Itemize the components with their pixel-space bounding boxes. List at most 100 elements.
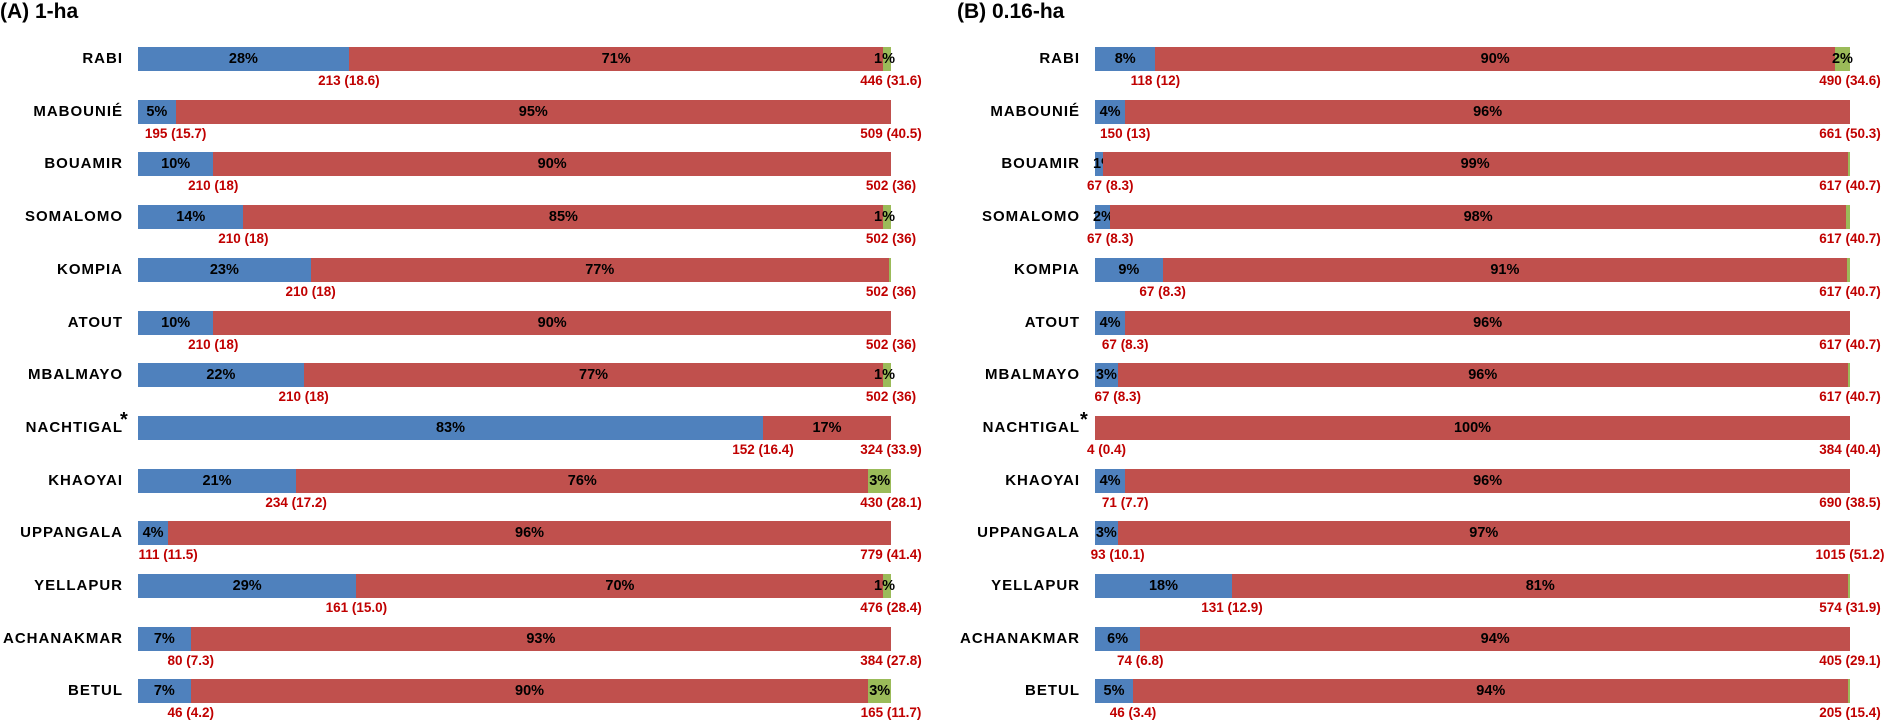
annotation-end-b-10: 574 (31.9) [1819,600,1881,615]
bar-segment-b-6-1 [1117,363,1848,387]
category-mark-b-7: * [1080,409,1088,431]
bar-segment-b-3-2 [1846,205,1850,229]
panel-b: (B) 0.16-ha RABI 8% 90% 2% 118 (12) 490 (34.6… [950,0,1900,723]
bar-segment-b-4-1 [1162,258,1847,282]
bar-label-b-10-1: 81% [1525,578,1555,594]
bar-b-10: 18% 81% [1095,574,1850,598]
bar-segment-a-7-0 [138,416,763,440]
bar-segment-a-7-1 [762,416,891,440]
annotation-mid-a-11: 80 (7.3) [167,653,214,668]
bar-segment-b-12-0 [1095,679,1134,703]
bar-segment-a-8-0 [138,469,297,493]
bar-segment-b-3-1 [1110,205,1847,229]
bar-label-b-2-1: 99% [1460,156,1490,172]
bar-segment-a-3-0 [138,205,244,229]
annotation-end-a-4: 502 (36) [865,284,917,299]
bar-segment-b-8-1 [1125,469,1850,493]
annotation-end-b-1: 661 (50.3) [1819,126,1881,141]
bar-label-a-2-0: 10% [161,156,191,172]
bar-label-a-10-2: 1% [874,578,895,594]
bar-label-b-5-1: 96% [1473,315,1503,331]
bar-segment-b-12-2 [1848,679,1850,703]
annotation-mid-b-8: 71 (7.7) [1101,495,1149,510]
site-label-b-3: SOMALOMO [982,208,1080,225]
annotation-mid-a-4: 210 (18) [285,284,336,299]
bar-segment-b-10-1 [1231,574,1849,598]
annotation-end-b-5: 617 (40.7) [1819,337,1881,352]
bar-label-a-5-1: 90% [537,315,567,331]
bar-segment-b-8-0 [1095,469,1126,493]
bar-segment-a-3-1 [243,205,884,229]
bar-label-a-3-1: 85% [548,209,578,225]
bar-segment-a-11-0 [138,627,191,651]
annotation-mid-b-2: 67 (8.3) [1087,178,1134,193]
bar-segment-a-4-2 [888,258,891,282]
bar-label-b-1-0: 4% [1099,104,1121,120]
bar-segment-b-12-1 [1133,679,1849,703]
bar-segment-b-5-0 [1095,311,1126,335]
bar-b-11: 6% 94% [1095,627,1850,651]
annotation-mid-b-9: 93 (10.1) [1090,547,1145,562]
bar-label-a-1-0: 5% [146,104,168,120]
bar-segment-b-3-0 [1095,205,1111,229]
annotation-end-a-2: 502 (36) [865,178,917,193]
annotation-end-a-0: 446 (31.6) [860,73,922,88]
bar-b-0: 8% 90% 2% [1095,47,1853,71]
site-label-a-2: BOUAMIR [44,155,123,172]
bar-segment-a-2-1 [213,152,891,176]
annotation-mid-a-6: 210 (18) [278,389,329,404]
bar-a-2: 10% 90% [138,152,891,176]
bar-label-a-11-0: 7% [153,631,175,647]
bar-label-b-5-0: 4% [1099,315,1121,331]
site-label-a-10: YELLAPUR [34,577,123,594]
annotation-end-a-6: 502 (36) [865,389,917,404]
annotation-mid-b-12: 46 (3.4) [1109,705,1157,720]
annotation-end-b-0: 490 (34.6) [1819,73,1881,88]
annotation-end-b-6: 617 (40.7) [1819,389,1881,404]
bar-segment-a-11-1 [190,627,891,651]
bar-label-b-10-0: 18% [1148,578,1178,594]
bar-segment-b-1-1 [1125,100,1850,124]
annotation-end-b-12: 205 (15.4) [1819,705,1881,720]
bar-label-a-8-0: 21% [202,473,232,489]
bar-label-b-8-0: 4% [1099,473,1121,489]
site-label-b-5: ATOUT [1024,314,1080,331]
bar-segment-b-6-2 [1847,363,1850,387]
bar-segment-b-5-1 [1125,311,1850,335]
bar-label-a-4-0: 23% [209,262,239,278]
site-label-b-7: NACHTIGAL [982,419,1080,436]
bar-label-a-0-2: 1% [874,51,895,67]
bar-label-b-8-1: 96% [1473,473,1503,489]
site-label-b-1: MABOUNIÉ [990,103,1080,120]
bar-label-a-4-1: 77% [585,262,615,278]
annotation-mid-b-7: 4 (0.4) [1087,442,1127,457]
bar-a-11: 7% 93% [138,627,891,651]
bar-segment-a-4-1 [310,258,889,282]
annotation-end-b-2: 617 (40.7) [1819,178,1881,193]
bar-label-a-6-1: 77% [579,367,609,383]
annotation-mid-b-3: 67 (8.3) [1087,231,1134,246]
annotation-mid-b-6: 67 (8.3) [1094,389,1142,404]
bar-b-6: 3% 96% [1095,363,1850,387]
bar-label-a-3-2: 1% [874,209,895,225]
annotation-end-a-5: 502 (36) [865,337,917,352]
category-mark-a-7: * [120,409,128,431]
annotation-mid-b-11: 74 (6.8) [1117,653,1164,668]
bar-label-a-12-0: 7% [153,683,175,699]
panel-a-title: (A) 1-ha [0,0,79,23]
site-label-a-3: SOMALOMO [25,208,123,225]
annotation-mid-a-10: 161 (15.0) [325,600,388,615]
bar-segment-b-1-0 [1095,100,1126,124]
bar-label-a-10-1: 70% [605,578,635,594]
bar-label-b-6-1: 96% [1468,367,1498,383]
bar-b-9: 3% 97% [1095,521,1850,545]
site-label-b-12: BETUL [1025,682,1080,699]
site-label-a-11: ACHANAKMAR [3,630,123,647]
annotation-end-a-12: 165 (11.7) [860,705,922,720]
bar-segment-a-8-2 [868,469,891,493]
bar-segment-a-10-1 [356,574,884,598]
bar-label-b-6-0: 3% [1095,367,1117,383]
bar-a-3: 14% 85% 1% [138,205,895,229]
site-label-a-7: NACHTIGAL [25,419,123,436]
bar-label-b-12-0: 5% [1103,683,1125,699]
